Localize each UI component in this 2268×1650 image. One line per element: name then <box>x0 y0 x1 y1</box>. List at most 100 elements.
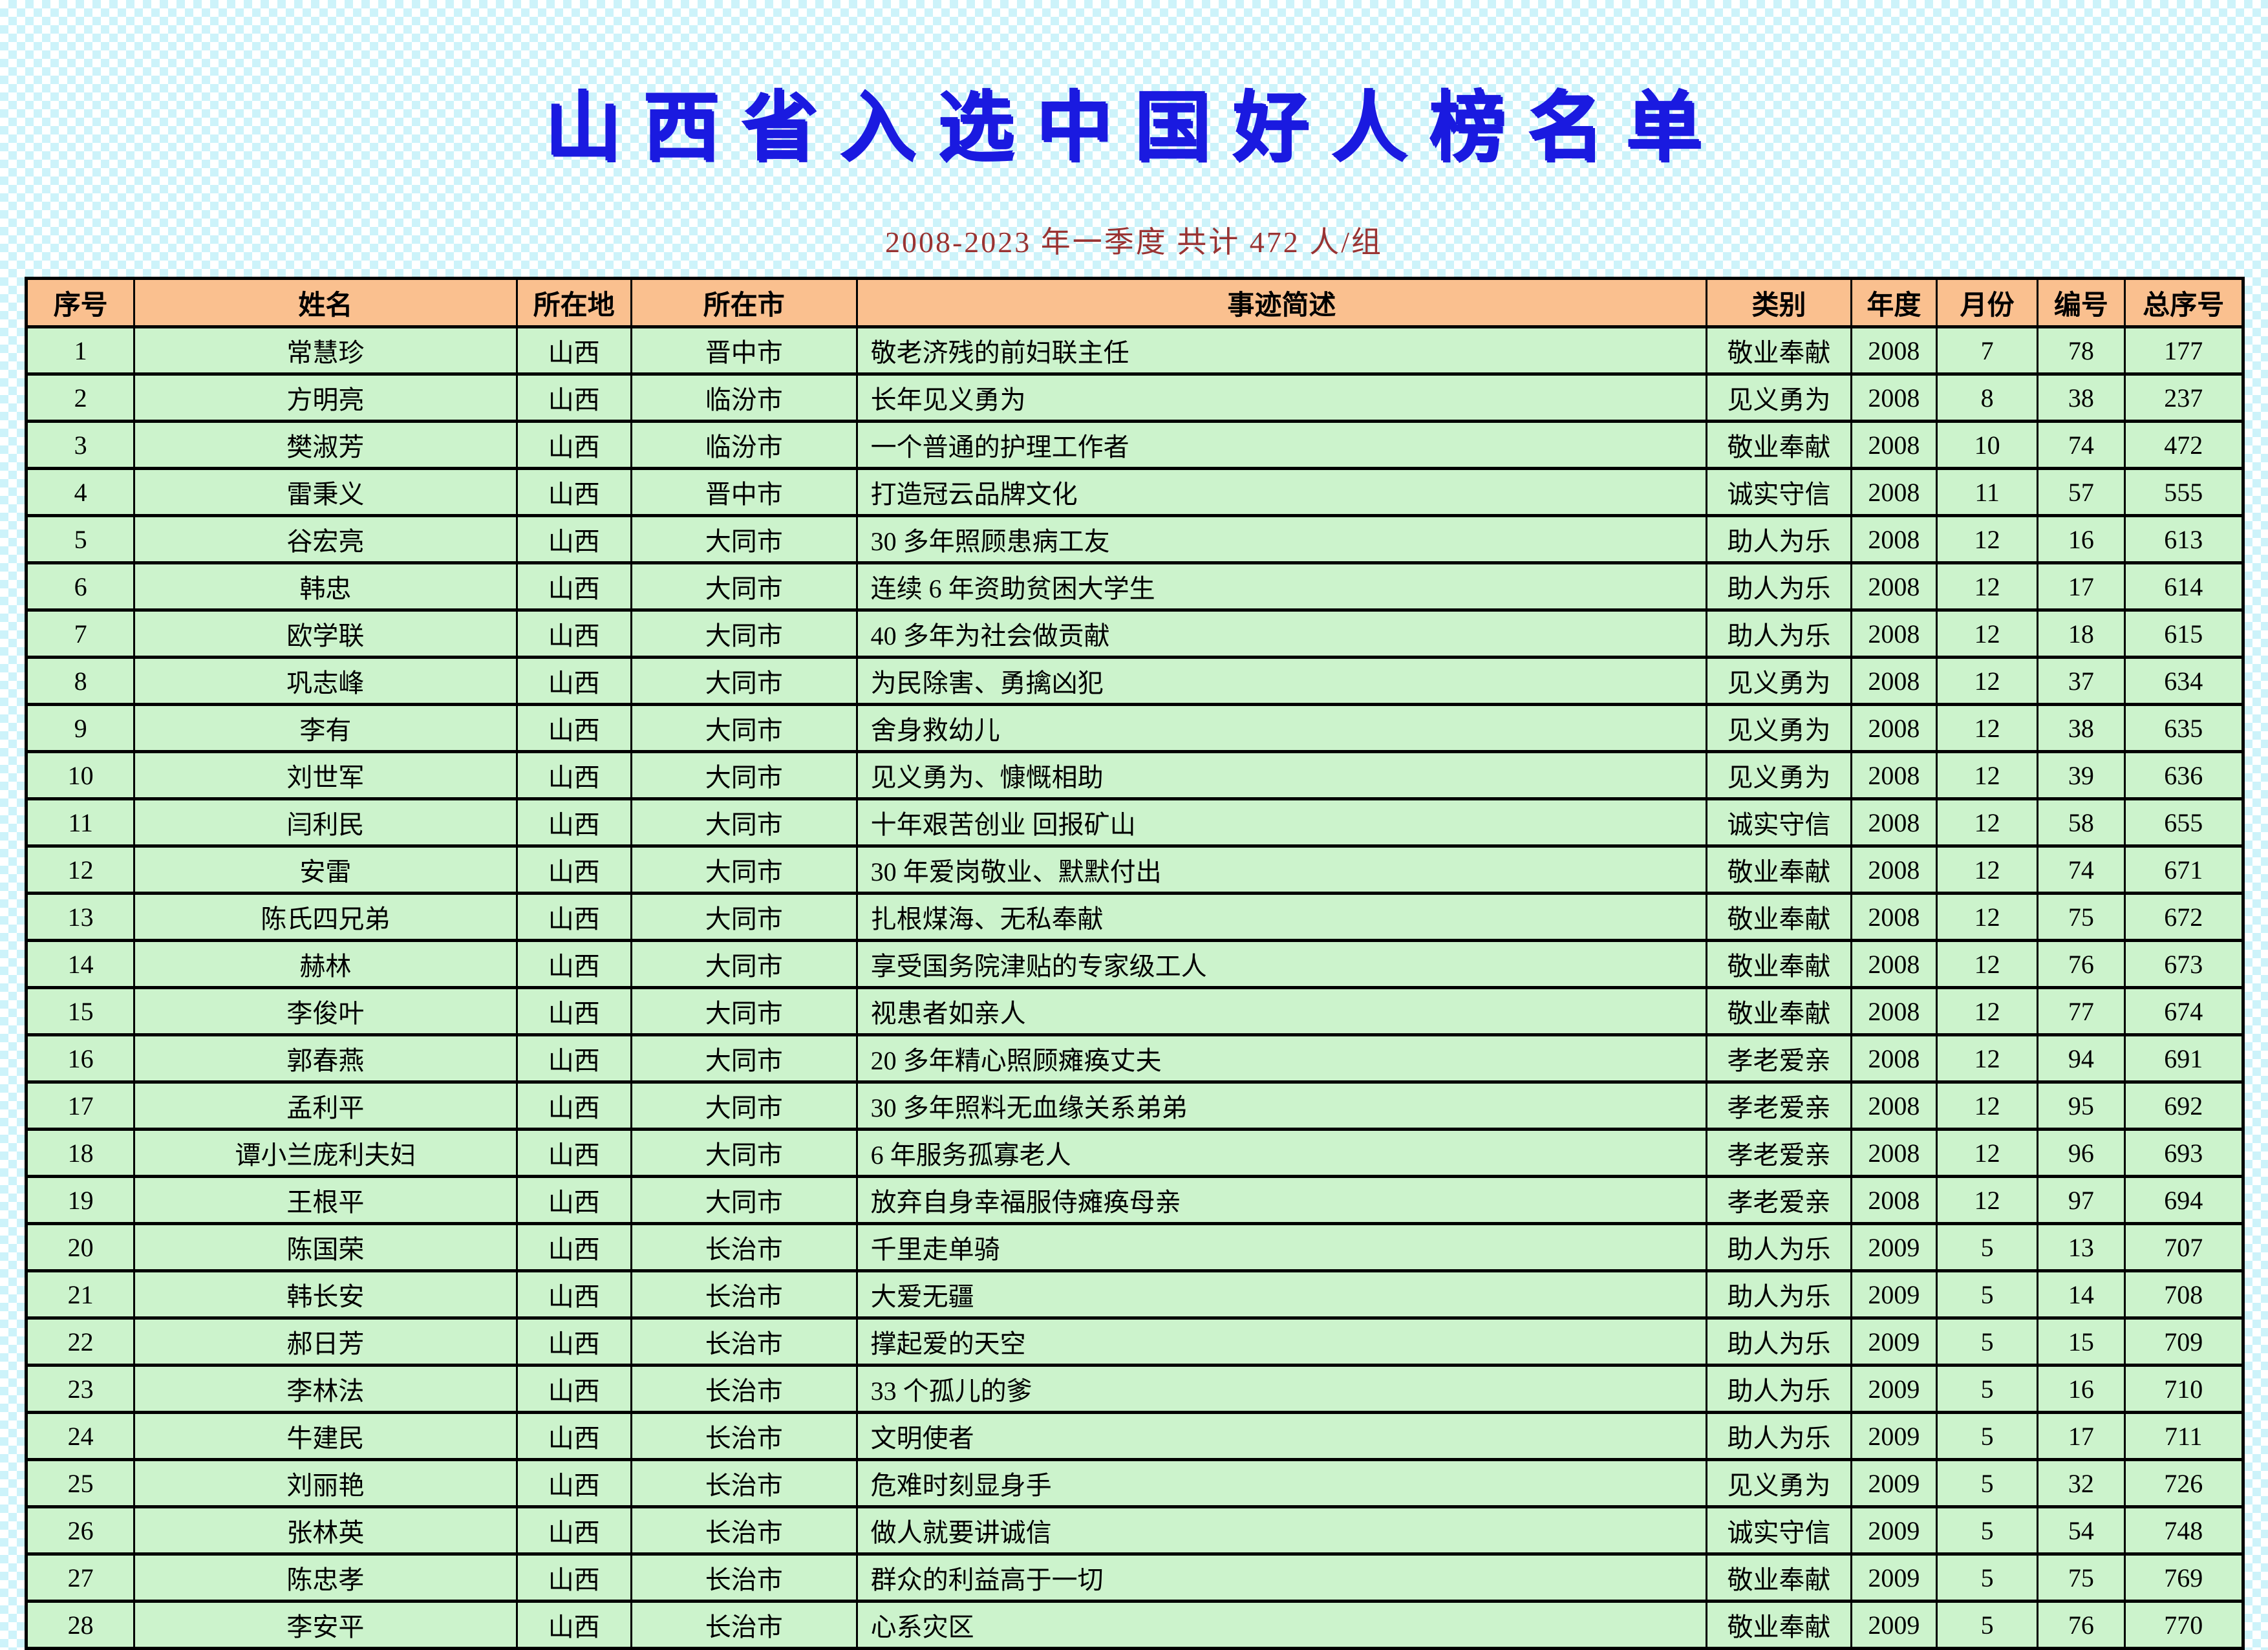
table-cell: 694 <box>2123 1175 2245 1225</box>
table-cell: 19 <box>25 1175 136 1225</box>
table-cell: 13 <box>25 892 136 942</box>
table-cell: 671 <box>2123 844 2245 895</box>
table-cell: 12 <box>1935 750 2039 800</box>
table-cell: 14 <box>2037 1269 2126 1320</box>
table-row: 23 李林法 山西 长治市 33 个孤儿的爹 助人为乐 2009 5 16 710 <box>25 1364 2245 1414</box>
table-cell: 一个普通的护理工作者 <box>855 420 1708 470</box>
table-cell: 敬业奉献 <box>1706 844 1852 895</box>
table-cell: 长治市 <box>630 1552 858 1603</box>
table-cell: 山西 <box>515 986 632 1036</box>
table-cell: 郝日芳 <box>133 1316 518 1367</box>
table-cell: 大同市 <box>630 1128 858 1178</box>
column-header-1: 序号 <box>25 277 136 328</box>
table-cell: 大同市 <box>630 1175 858 1225</box>
table-cell: 山西 <box>515 1458 632 1508</box>
table-cell: 敬业奉献 <box>1706 420 1852 470</box>
table-cell: 12 <box>1935 1128 2039 1178</box>
table-row: 21 韩长安 山西 长治市 大爱无疆 助人为乐 2009 5 14 708 <box>25 1269 2245 1320</box>
table-cell: 大同市 <box>630 1080 858 1131</box>
table-cell: 大同市 <box>630 986 858 1036</box>
table-cell: 陈国荣 <box>133 1222 518 1272</box>
table-row: 24 牛建民 山西 长治市 文明使者 助人为乐 2009 5 17 711 <box>25 1411 2245 1461</box>
table-cell: 大同市 <box>630 797 858 848</box>
table-cell: 刘丽艳 <box>133 1458 518 1508</box>
table-cell: 群众的利益高于一切 <box>855 1552 1708 1603</box>
table-cell: 14 <box>25 939 136 989</box>
table-cell: 打造冠云品牌文化 <box>855 467 1708 517</box>
table-cell: 58 <box>2037 797 2126 848</box>
table-cell: 2009 <box>1850 1222 1938 1272</box>
table-cell: 撑起爱的天空 <box>855 1316 1708 1367</box>
table-cell: 长治市 <box>630 1600 858 1650</box>
table-cell: 615 <box>2123 608 2245 659</box>
table-row: 13 陈氏四兄弟 山西 大同市 扎根煤海、无私奉献 敬业奉献 2008 12 75 672 <box>25 892 2245 942</box>
table-cell: 山西 <box>515 1269 632 1320</box>
table-cell: 18 <box>25 1128 136 1178</box>
table-cell: 726 <box>2123 1458 2245 1508</box>
table-cell: 24 <box>25 1411 136 1461</box>
table-cell: 95 <box>2037 1080 2126 1131</box>
table-cell: 助人为乐 <box>1706 1411 1852 1461</box>
table-cell: 郭春燕 <box>133 1033 518 1084</box>
table-cell: 张林英 <box>133 1505 518 1556</box>
table-cell: 山西 <box>515 608 632 659</box>
table-row: 9 李有 山西 大同市 舍身救幼儿 见义勇为 2008 12 38 635 <box>25 703 2245 753</box>
table-cell: 2009 <box>1850 1269 1938 1320</box>
table-cell: 见义勇为 <box>1706 703 1852 753</box>
table-cell: 方明亮 <box>133 372 518 423</box>
table-cell: 舍身救幼儿 <box>855 703 1708 753</box>
table-cell: 12 <box>1935 986 2039 1036</box>
table-cell: 常慧珍 <box>133 325 518 376</box>
table-cell: 12 <box>1935 703 2039 753</box>
table-cell: 33 个孤儿的爹 <box>855 1364 1708 1414</box>
table-cell: 山西 <box>515 1080 632 1131</box>
table-cell: 17 <box>2037 1411 2126 1461</box>
table-cell: 文明使者 <box>855 1411 1708 1461</box>
table-cell: 大同市 <box>630 892 858 942</box>
table-cell: 大同市 <box>630 608 858 659</box>
table-cell: 6 <box>25 561 136 612</box>
table-cell: 75 <box>2037 892 2126 942</box>
table-cell: 安雷 <box>133 844 518 895</box>
table-cell: 2008 <box>1850 656 1938 706</box>
table-cell: 25 <box>25 1458 136 1508</box>
table-body: 1 常慧珍 山西 晋中市 敬老济残的前妇联主任 敬业奉献 2008 7 78 177 2 方明亮 山西临… <box>25 325 2245 1650</box>
table-cell: 16 <box>2037 514 2126 564</box>
table-cell: 30 多年照料无血缘关系弟弟 <box>855 1080 1708 1131</box>
table-cell: 12 <box>1935 608 2039 659</box>
table-cell: 长治市 <box>630 1505 858 1556</box>
table-cell: 陈忠孝 <box>133 1552 518 1603</box>
table-cell: 40 多年为社会做贡献 <box>855 608 1708 659</box>
table-cell: 李林法 <box>133 1364 518 1414</box>
table-cell: 32 <box>2037 1458 2126 1508</box>
table-cell: 山西 <box>515 656 632 706</box>
table-cell: 28 <box>25 1600 136 1650</box>
table-cell: 2009 <box>1850 1411 1938 1461</box>
table-cell: 5 <box>1935 1316 2039 1367</box>
table-cell: 18 <box>2037 608 2126 659</box>
table-cell: 大同市 <box>630 656 858 706</box>
table-cell: 6 年服务孤寡老人 <box>855 1128 1708 1178</box>
table-cell: 孝老爱亲 <box>1706 1080 1852 1131</box>
table-cell: 孝老爱亲 <box>1706 1128 1852 1178</box>
table-cell: 见义勇为 <box>1706 372 1852 423</box>
table-cell: 诚实守信 <box>1706 797 1852 848</box>
table-row: 14 赫林 山西 大同市 享受国务院津贴的专家级工人 敬业奉献 2008 12 76 673 <box>25 939 2245 989</box>
table-row: 6 韩忠 山西 大同市 连续 6 年资助贫困大学生 助人为乐 2008 12 17 614 <box>25 561 2245 612</box>
table-cell: 山西 <box>515 703 632 753</box>
table-cell: 2008 <box>1850 420 1938 470</box>
table-cell: 山西 <box>515 1128 632 1178</box>
table-cell: 雷秉义 <box>133 467 518 517</box>
table-cell: 山西 <box>515 939 632 989</box>
table-cell: 12 <box>1935 1080 2039 1131</box>
table-cell: 12 <box>1935 561 2039 612</box>
table-cell: 74 <box>2037 844 2126 895</box>
table-cell: 21 <box>25 1269 136 1320</box>
table-cell: 山西 <box>515 1364 632 1414</box>
table-cell: 2009 <box>1850 1364 1938 1414</box>
table-cell: 敬业奉献 <box>1706 986 1852 1036</box>
table-row: 11 闫利民 山西 大同市 十年艰苦创业 回报矿山 诚实守信 2008 12 58 655 <box>25 797 2245 848</box>
table-cell: 7 <box>25 608 136 659</box>
table-cell: 谭小兰庞利夫妇 <box>133 1128 518 1178</box>
table-cell: 2008 <box>1850 514 1938 564</box>
